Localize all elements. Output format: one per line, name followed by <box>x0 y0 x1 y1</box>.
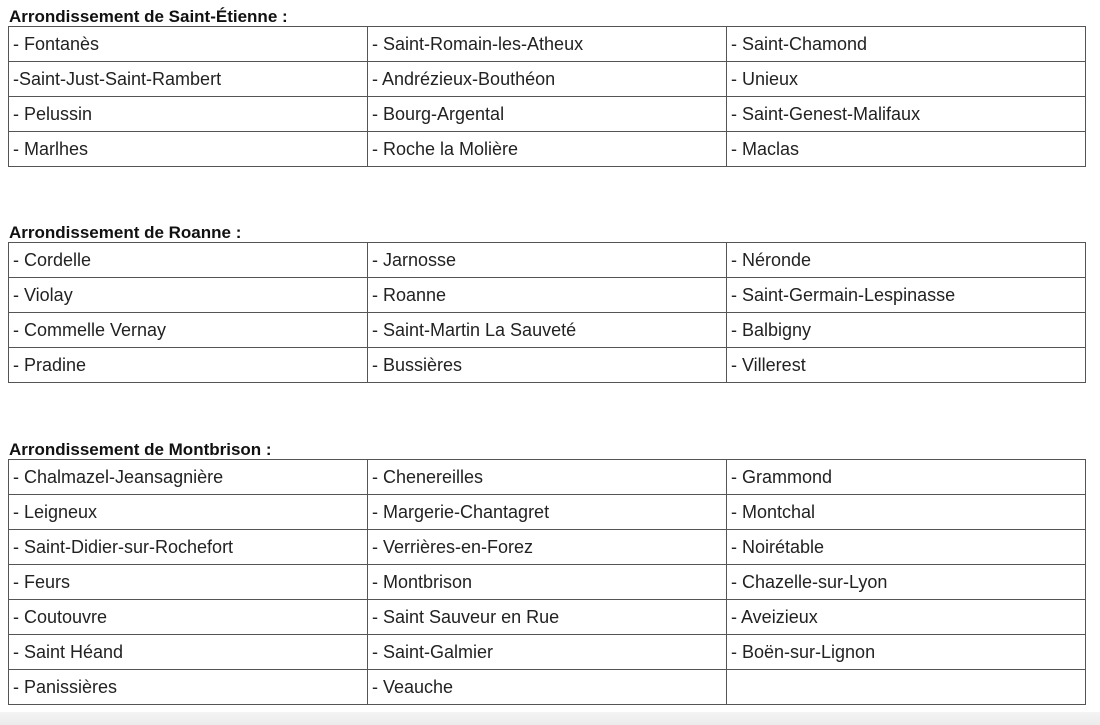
commune-cell: - Saint-Genest-Malifaux <box>726 96 1086 132</box>
table-row: - Panissières - Veauche <box>8 669 1086 705</box>
commune-cell: - Saint Sauveur en Rue <box>367 599 727 635</box>
table-row: - Marlhes - Roche la Molière - Maclas <box>8 131 1086 167</box>
section-montbrison: Arrondissement de Montbrison : - Chalmaz… <box>8 440 1086 705</box>
commune-cell: - Roche la Molière <box>367 131 727 167</box>
table-row: - Leigneux - Margerie-Chantagret - Montcha… <box>8 494 1086 530</box>
commune-cell: - Leigneux <box>8 494 368 530</box>
commune-cell: - Pradine <box>8 347 368 383</box>
section-saint-etienne: Arrondissement de Saint-Étienne : - Font… <box>8 7 1086 167</box>
commune-cell: - Coutouvre <box>8 599 368 635</box>
commune-cell <box>726 669 1086 705</box>
commune-cell: - Violay <box>8 277 368 313</box>
table-row: - Chalmazel-Jeansagnière - Chenereilles - … <box>8 459 1086 495</box>
section-roanne: Arrondissement de Roanne : - Cordelle - J… <box>8 223 1086 383</box>
commune-cell: - Marlhes <box>8 131 368 167</box>
table-row: - Violay - Roanne - Saint-Germain-Lespinas… <box>8 277 1086 313</box>
section-title: Arrondissement de Montbrison : <box>9 440 272 459</box>
commune-cell: - Aveizieux <box>726 599 1086 635</box>
table-row: - Feurs - Montbrison - Chazelle-sur-Lyon <box>8 564 1086 600</box>
commune-cell: - Unieux <box>726 61 1086 97</box>
commune-cell: - Cordelle <box>8 242 368 278</box>
commune-cell: - Feurs <box>8 564 368 600</box>
commune-cell: - Jarnosse <box>367 242 727 278</box>
commune-cell: - Bourg-Argental <box>367 96 727 132</box>
table-row: - Coutouvre - Saint Sauveur en Rue - Aveiz… <box>8 599 1086 635</box>
commune-cell: -Saint-Just-Saint-Rambert <box>8 61 368 97</box>
commune-cell: - Saint-Romain-les-Atheux <box>367 26 727 62</box>
commune-cell: - Villerest <box>726 347 1086 383</box>
table-row: - Saint Héand - Saint-Galmier - Boën-sur-L… <box>8 634 1086 670</box>
commune-cell: - Grammond <box>726 459 1086 495</box>
commune-cell: - Noirétable <box>726 529 1086 565</box>
table-row: - Pradine - Bussières - Villerest <box>8 347 1086 383</box>
commune-cell: - Verrières-en-Forez <box>367 529 727 565</box>
commune-cell: - Roanne <box>367 277 727 313</box>
commune-cell: - Saint-Martin La Sauveté <box>367 312 727 348</box>
commune-cell: - Saint Héand <box>8 634 368 670</box>
table-row: - Commelle Vernay - Saint-Martin La Sauve… <box>8 312 1086 348</box>
commune-cell: - Pelussin <box>8 96 368 132</box>
communes-table: - Chalmazel-Jeansagnière - Chenereilles - … <box>8 459 1086 705</box>
commune-cell: - Chenereilles <box>367 459 727 495</box>
commune-cell: - Boën-sur-Lignon <box>726 634 1086 670</box>
commune-cell: - Margerie-Chantagret <box>367 494 727 530</box>
commune-cell: - Montchal <box>726 494 1086 530</box>
commune-cell: - Maclas <box>726 131 1086 167</box>
table-row: -Saint-Just-Saint-Rambert - Andrézieux-Bo… <box>8 61 1086 97</box>
commune-cell: - Commelle Vernay <box>8 312 368 348</box>
commune-cell: - Saint-Didier-sur-Rochefort <box>8 529 368 565</box>
table-row: - Pelussin - Bourg-Argental - Saint-Genest… <box>8 96 1086 132</box>
page-bottom-edge <box>0 712 1100 725</box>
table-row: - Saint-Didier-sur-Rochefort - Verrières-… <box>8 529 1086 565</box>
commune-cell: - Chazelle-sur-Lyon <box>726 564 1086 600</box>
commune-cell: - Montbrison <box>367 564 727 600</box>
commune-cell: - Saint-Galmier <box>367 634 727 670</box>
commune-cell: - Néronde <box>726 242 1086 278</box>
commune-cell: - Panissières <box>8 669 368 705</box>
table-row: - Cordelle - Jarnosse - Néronde <box>8 242 1086 278</box>
commune-cell: - Saint-Chamond <box>726 26 1086 62</box>
commune-cell: - Chalmazel-Jeansagnière <box>8 459 368 495</box>
commune-cell: - Saint-Germain-Lespinasse <box>726 277 1086 313</box>
communes-table: - Cordelle - Jarnosse - Néronde - Violay - R… <box>8 242 1086 383</box>
commune-cell: - Bussières <box>367 347 727 383</box>
table-row: - Fontanès - Saint-Romain-les-Atheux - Sai… <box>8 26 1086 62</box>
commune-cell: - Andrézieux-Bouthéon <box>367 61 727 97</box>
communes-table: - Fontanès - Saint-Romain-les-Atheux - Sai… <box>8 26 1086 167</box>
section-title: Arrondissement de Roanne : <box>9 223 242 242</box>
commune-cell: - Veauche <box>367 669 727 705</box>
commune-cell: - Fontanès <box>8 26 368 62</box>
section-title: Arrondissement de Saint-Étienne : <box>9 7 288 26</box>
commune-cell: - Balbigny <box>726 312 1086 348</box>
